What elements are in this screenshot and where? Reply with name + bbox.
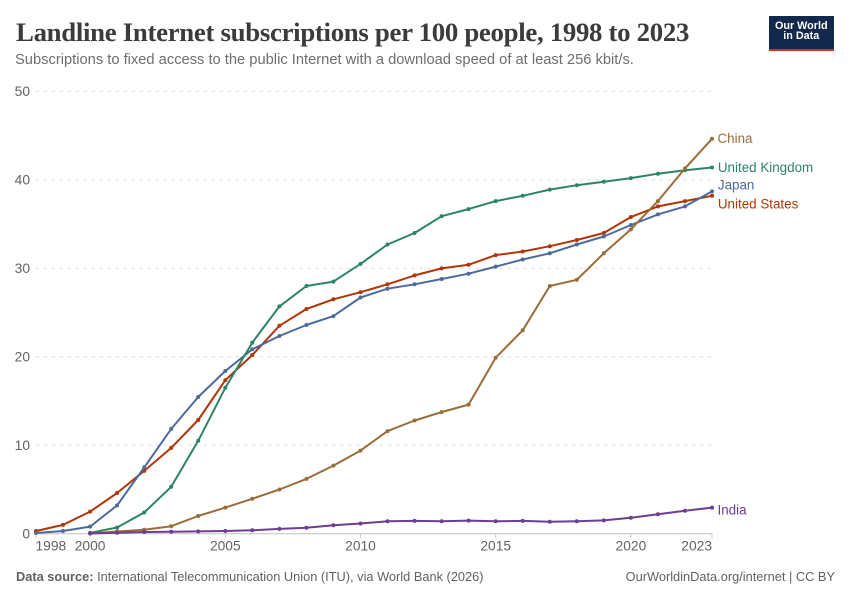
svg-text:2000: 2000	[75, 539, 106, 554]
svg-text:2020: 2020	[616, 539, 647, 554]
svg-text:0: 0	[22, 527, 30, 542]
svg-text:United States: United States	[718, 197, 799, 212]
svg-text:Japan: Japan	[718, 177, 754, 192]
svg-text:2015: 2015	[480, 539, 511, 554]
svg-text:20: 20	[15, 350, 31, 365]
svg-text:50: 50	[15, 84, 31, 99]
svg-text:40: 40	[15, 173, 31, 188]
svg-text:30: 30	[15, 261, 31, 276]
svg-text:India: India	[718, 503, 748, 518]
svg-text:1998: 1998	[36, 539, 67, 554]
svg-text:2010: 2010	[345, 539, 376, 554]
svg-text:2023: 2023	[681, 539, 712, 554]
svg-text:United Kingdom: United Kingdom	[718, 160, 813, 175]
svg-text:2005: 2005	[210, 539, 241, 554]
svg-text:China: China	[718, 131, 754, 146]
svg-text:10: 10	[15, 438, 31, 453]
